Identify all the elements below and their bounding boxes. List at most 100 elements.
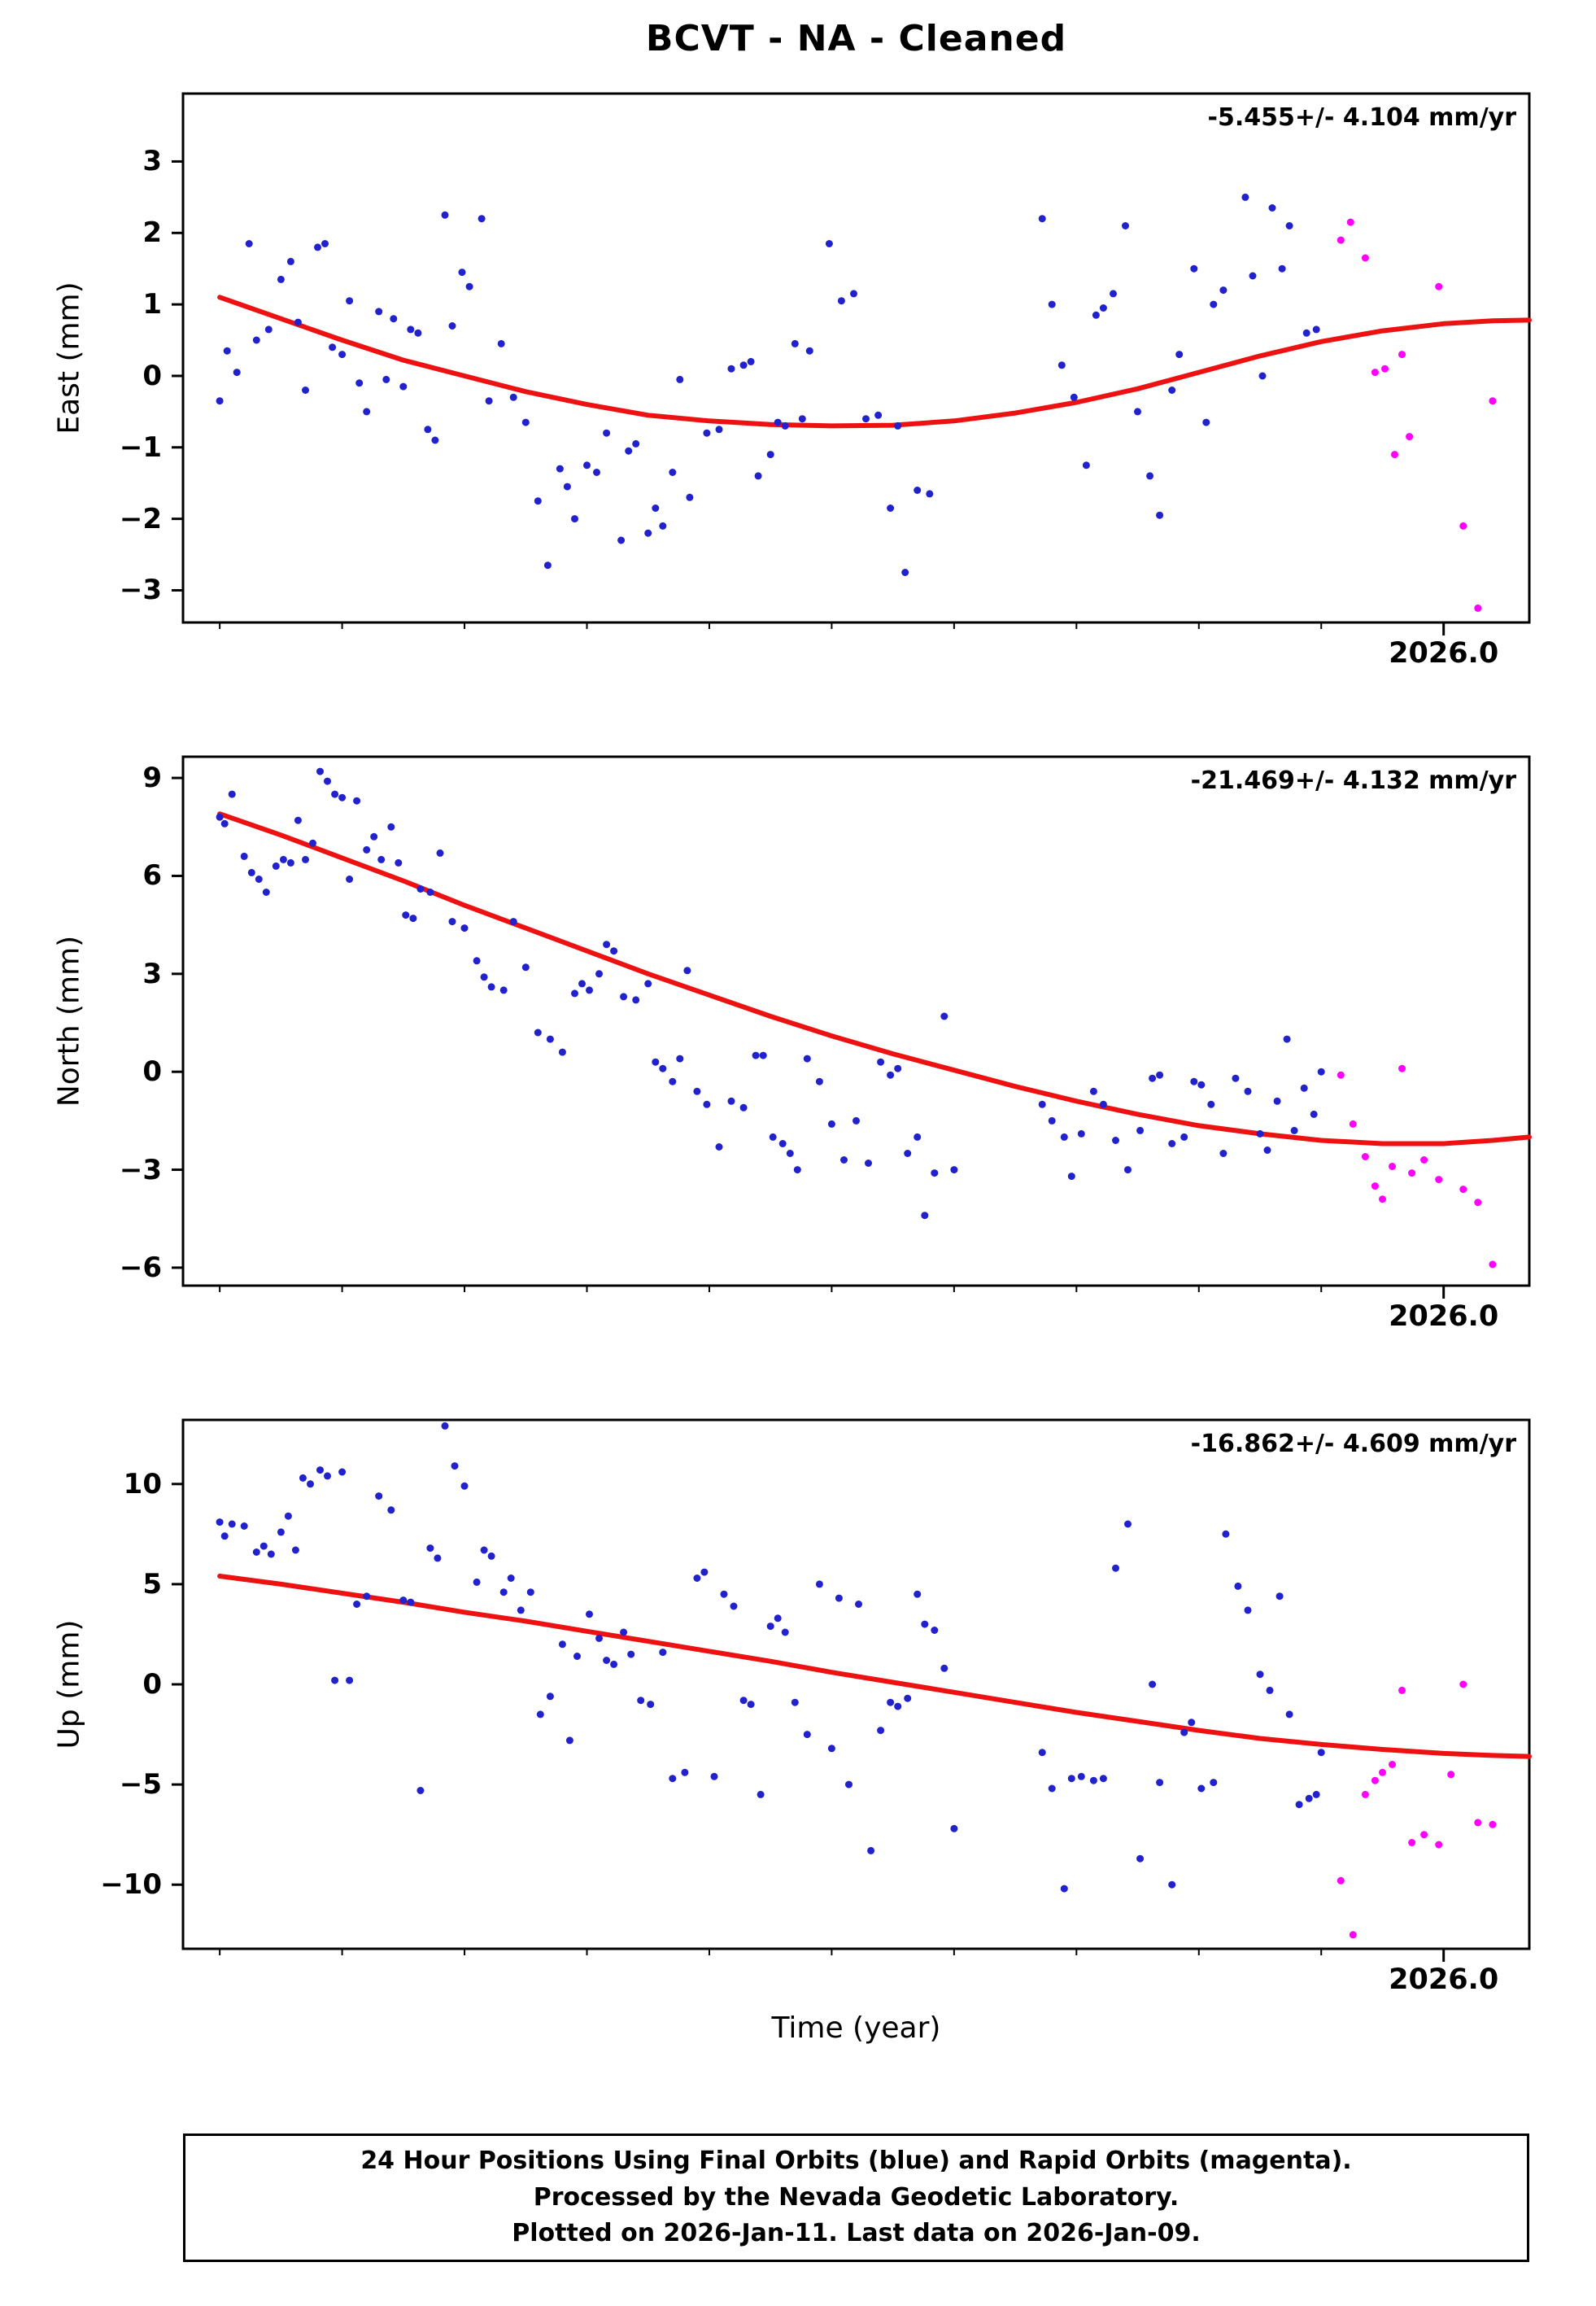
final-orbit-point (331, 1676, 339, 1684)
final-orbit-point (228, 790, 236, 798)
final-orbit-point (1180, 1133, 1188, 1141)
final-orbit-point (473, 1578, 481, 1586)
final-orbit-point (627, 1650, 635, 1658)
final-orbit-point (509, 393, 517, 401)
final-orbit-point (1070, 393, 1078, 401)
rapid-orbit-point (1389, 1761, 1396, 1768)
final-orbit-point (904, 1150, 912, 1157)
final-orbit-point (1149, 1074, 1157, 1082)
final-orbit-point (1300, 1084, 1308, 1092)
final-orbit-point (693, 1087, 701, 1095)
final-orbit-point (774, 1614, 782, 1622)
rapid-orbit-point (1398, 351, 1406, 359)
final-orbit-point (1082, 461, 1090, 469)
final-orbit-point (1048, 1116, 1056, 1125)
final-orbit-point (1312, 1790, 1320, 1798)
final-orbit-point (791, 339, 799, 347)
plot-title: BCVT - NA - Cleaned (645, 18, 1067, 59)
final-orbit-point (1038, 1749, 1046, 1757)
final-orbit-point (1244, 1606, 1252, 1614)
final-orbit-point (284, 1512, 292, 1520)
final-orbit-point (1302, 329, 1310, 337)
final-orbit-point (460, 924, 469, 932)
rapid-orbit-point (1371, 1776, 1379, 1784)
final-orbit-point (346, 876, 354, 883)
final-orbit-point (465, 282, 473, 290)
final-orbit-point (781, 1628, 789, 1636)
final-orbit-point (441, 1422, 449, 1430)
rapid-orbit-point (1489, 397, 1497, 405)
up-x-tick-label: 2026.0 (1389, 1963, 1499, 1996)
east-plot-frame (181, 92, 1531, 624)
final-orbit-point (578, 980, 586, 988)
final-orbit-point (252, 336, 260, 344)
final-orbit-point (617, 536, 626, 544)
final-orbit-point (534, 497, 542, 505)
final-orbit-point (805, 347, 813, 355)
final-orbit-point (1197, 1081, 1206, 1089)
final-orbit-point (1168, 1880, 1176, 1889)
final-orbit-point (774, 418, 782, 426)
rapid-orbit-point (1337, 1071, 1345, 1079)
final-orbit-point (294, 816, 302, 824)
east-y-tick-label: −1 (119, 430, 162, 464)
final-orbit-point (363, 845, 371, 854)
north-y-tick-label: 9 (142, 762, 162, 795)
final-orbit-point (894, 1064, 902, 1072)
final-orbit-point (625, 447, 633, 455)
final-orbit-point (521, 963, 530, 972)
final-orbit-point (950, 1166, 958, 1174)
up-panel (172, 1418, 1532, 1962)
north-plot-frame (181, 755, 1531, 1287)
rapid-orbit-point (1381, 365, 1389, 373)
final-orbit-point (676, 1055, 684, 1063)
final-orbit-point (1156, 1779, 1164, 1787)
final-orbit-point (620, 993, 628, 1001)
final-orbit-point (703, 429, 711, 437)
final-orbit-point (240, 1522, 248, 1530)
final-orbit-point (424, 426, 432, 434)
final-orbit-point (1210, 1779, 1218, 1787)
final-orbit-point (1057, 361, 1066, 369)
final-orbit-point (370, 832, 378, 841)
final-orbit-point (291, 1546, 299, 1554)
final-orbit-point (309, 839, 316, 847)
final-orbit-point (632, 996, 640, 1004)
final-orbit-point (1112, 1137, 1119, 1144)
final-orbit-point (840, 1156, 848, 1164)
final-orbit-point (286, 257, 294, 265)
final-orbit-point (338, 793, 347, 801)
final-orbit-point (262, 889, 270, 896)
final-orbit-point (710, 1772, 718, 1780)
final-orbit-point (228, 1520, 236, 1528)
final-orbit-point (827, 1745, 835, 1753)
final-orbit-point (950, 1824, 958, 1832)
final-orbit-point (778, 1140, 787, 1147)
final-orbit-point (1110, 290, 1117, 298)
rapid-orbit-point (1459, 1186, 1467, 1194)
final-orbit-point (610, 947, 618, 955)
final-orbit-point (914, 1133, 922, 1141)
final-orbit-point (499, 986, 508, 994)
final-orbit-point (302, 387, 309, 394)
final-orbit-point (1317, 1068, 1325, 1076)
final-orbit-point (855, 1601, 862, 1608)
final-orbit-point (759, 1051, 767, 1059)
final-orbit-point (595, 970, 603, 978)
final-orbit-point (233, 369, 241, 377)
final-orbit-point (499, 1588, 508, 1596)
final-orbit-point (1099, 1100, 1107, 1108)
rapid-orbit-point (1391, 451, 1398, 459)
final-orbit-point (407, 1598, 415, 1606)
east-y-tick-label: 0 (142, 359, 162, 392)
final-orbit-point (321, 240, 329, 247)
north-y-tick-label: −3 (119, 1153, 162, 1186)
final-orbit-point (355, 379, 364, 387)
rapid-orbit-point (1474, 604, 1482, 612)
final-orbit-point (509, 918, 517, 926)
rapid-orbit-point (1408, 1169, 1416, 1177)
final-orbit-point (603, 429, 611, 437)
final-orbit-point (926, 490, 934, 498)
